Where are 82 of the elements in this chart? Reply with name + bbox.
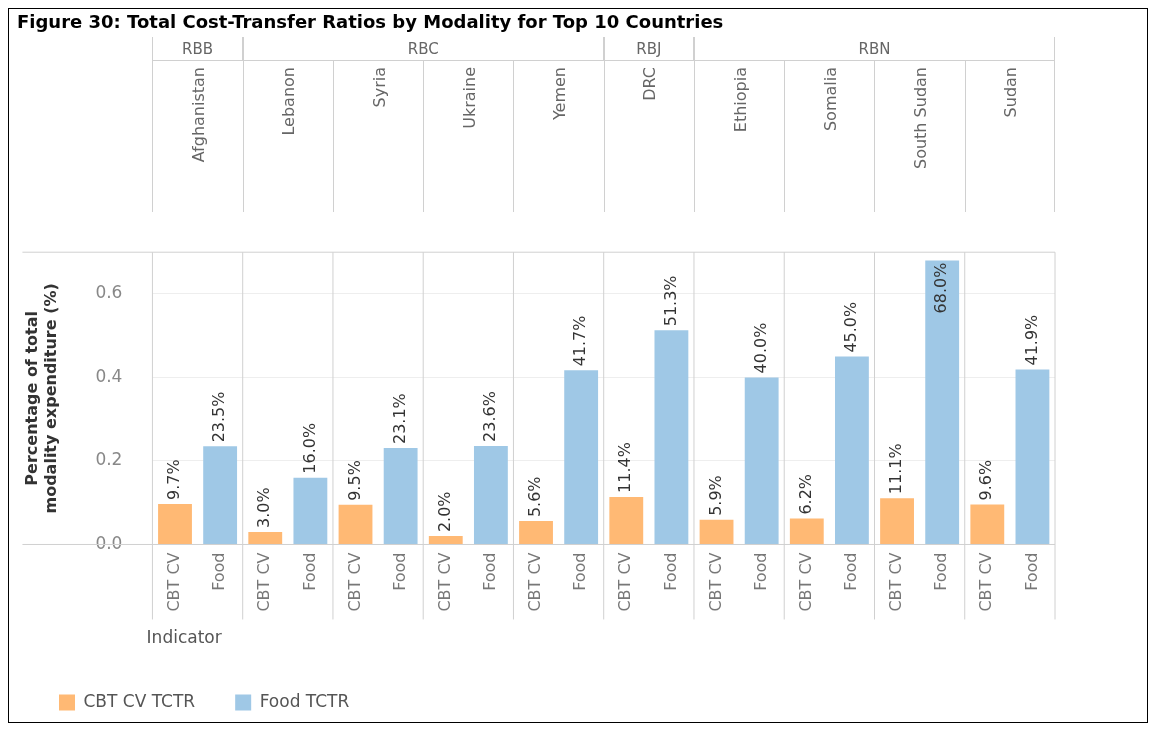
data-label: 5.9% [705,475,725,516]
y-tick-label: 0.4 [95,365,123,386]
bar [880,498,914,544]
text: DRC [639,67,659,101]
text: RBJ [603,37,694,61]
bar [158,503,192,544]
bar [789,518,824,544]
x-tick-label: CBT CV [705,552,725,612]
data-label: 51.3% [660,275,680,327]
x-tick-label: CBT CV [795,552,815,612]
x-tick-label: Food [389,552,409,591]
x-tick-label: CBT CV [254,552,274,612]
data-label: 9.5% [344,460,364,501]
x-tick-label: Food [660,552,680,591]
bar [338,504,373,544]
legend-label: CBT CV TCTR [83,690,196,711]
data-label: 41.7% [570,315,590,367]
data-label: 45.0% [841,301,861,353]
text: Ethiopia [730,67,750,133]
data-label: 23.6% [480,391,500,442]
bar [519,521,553,544]
text: RBB [152,37,243,61]
bar [925,260,960,544]
bar [293,477,328,544]
x-tick-label: CBT CV [344,552,364,612]
text: RBC [242,37,604,61]
x-tick-label: Food [841,552,861,591]
legend-title: Indicator [146,626,222,647]
data-label: 68.0% [931,262,951,314]
text: RBN [693,37,1055,61]
x-tick-label: Food [931,552,951,591]
bar [835,356,869,544]
data-label: 6.2% [795,473,815,515]
bar [654,330,689,544]
text: Ukraine [459,67,479,129]
x-tick-label: Food [480,552,500,591]
x-tick-label: Food [299,552,319,591]
bar [1015,369,1050,544]
x-tick-label: CBT CV [615,552,635,612]
data-label: 11.1% [886,443,906,495]
data-label: 41.9% [1021,314,1041,366]
y-tick-label: 0.6 [95,282,123,303]
text: Afghanistan [188,67,208,163]
text: Sudan [1000,67,1020,118]
x-tick-label: Food [750,552,770,591]
text: Somalia [820,67,840,132]
bar [383,448,418,544]
data-label: 5.6% [525,476,545,518]
legend-label: Food TCTR [259,690,350,711]
x-tick-label: CBT CV [976,552,996,612]
x-tick-label: CBT CV [434,552,454,612]
text: Yemen [549,67,569,121]
data-label: 11.4% [615,442,635,493]
data-label: 9.6% [976,459,996,501]
data-label: 3.0% [254,487,274,528]
data-label: 2.0% [434,491,454,533]
bar [428,536,463,544]
x-tick-label: CBT CV [886,552,906,612]
y-tick-label: 0.2 [95,449,123,470]
chart-title: Figure 30: Total Cost-Transfer Ratios by Modality for Top 10 Countries [16,10,725,34]
data-label: 9.7% [164,459,184,500]
text: South Sudan [910,67,930,169]
bar [203,446,238,544]
x-tick-label: CBT CV [164,552,184,612]
x-tick-label: CBT CV [525,552,545,612]
data-label: 40.0% [750,322,770,374]
x-tick-label: Food [570,552,590,591]
bar [564,370,599,544]
bar [744,377,779,544]
y-axis-title: Percentage of total modality expenditure (%) [21,283,60,514]
data-label: 23.1% [389,393,409,445]
data-label: 16.0% [299,422,319,474]
data-label: 23.5% [209,391,229,443]
x-tick-label: Food [1021,552,1041,591]
text: Lebanon [278,67,298,136]
text: Syria [369,67,389,108]
bar [699,519,734,544]
bar [609,496,644,544]
bar [473,445,508,544]
bar [248,531,283,544]
x-tick-label: Food [209,552,229,591]
bar [970,504,1005,544]
